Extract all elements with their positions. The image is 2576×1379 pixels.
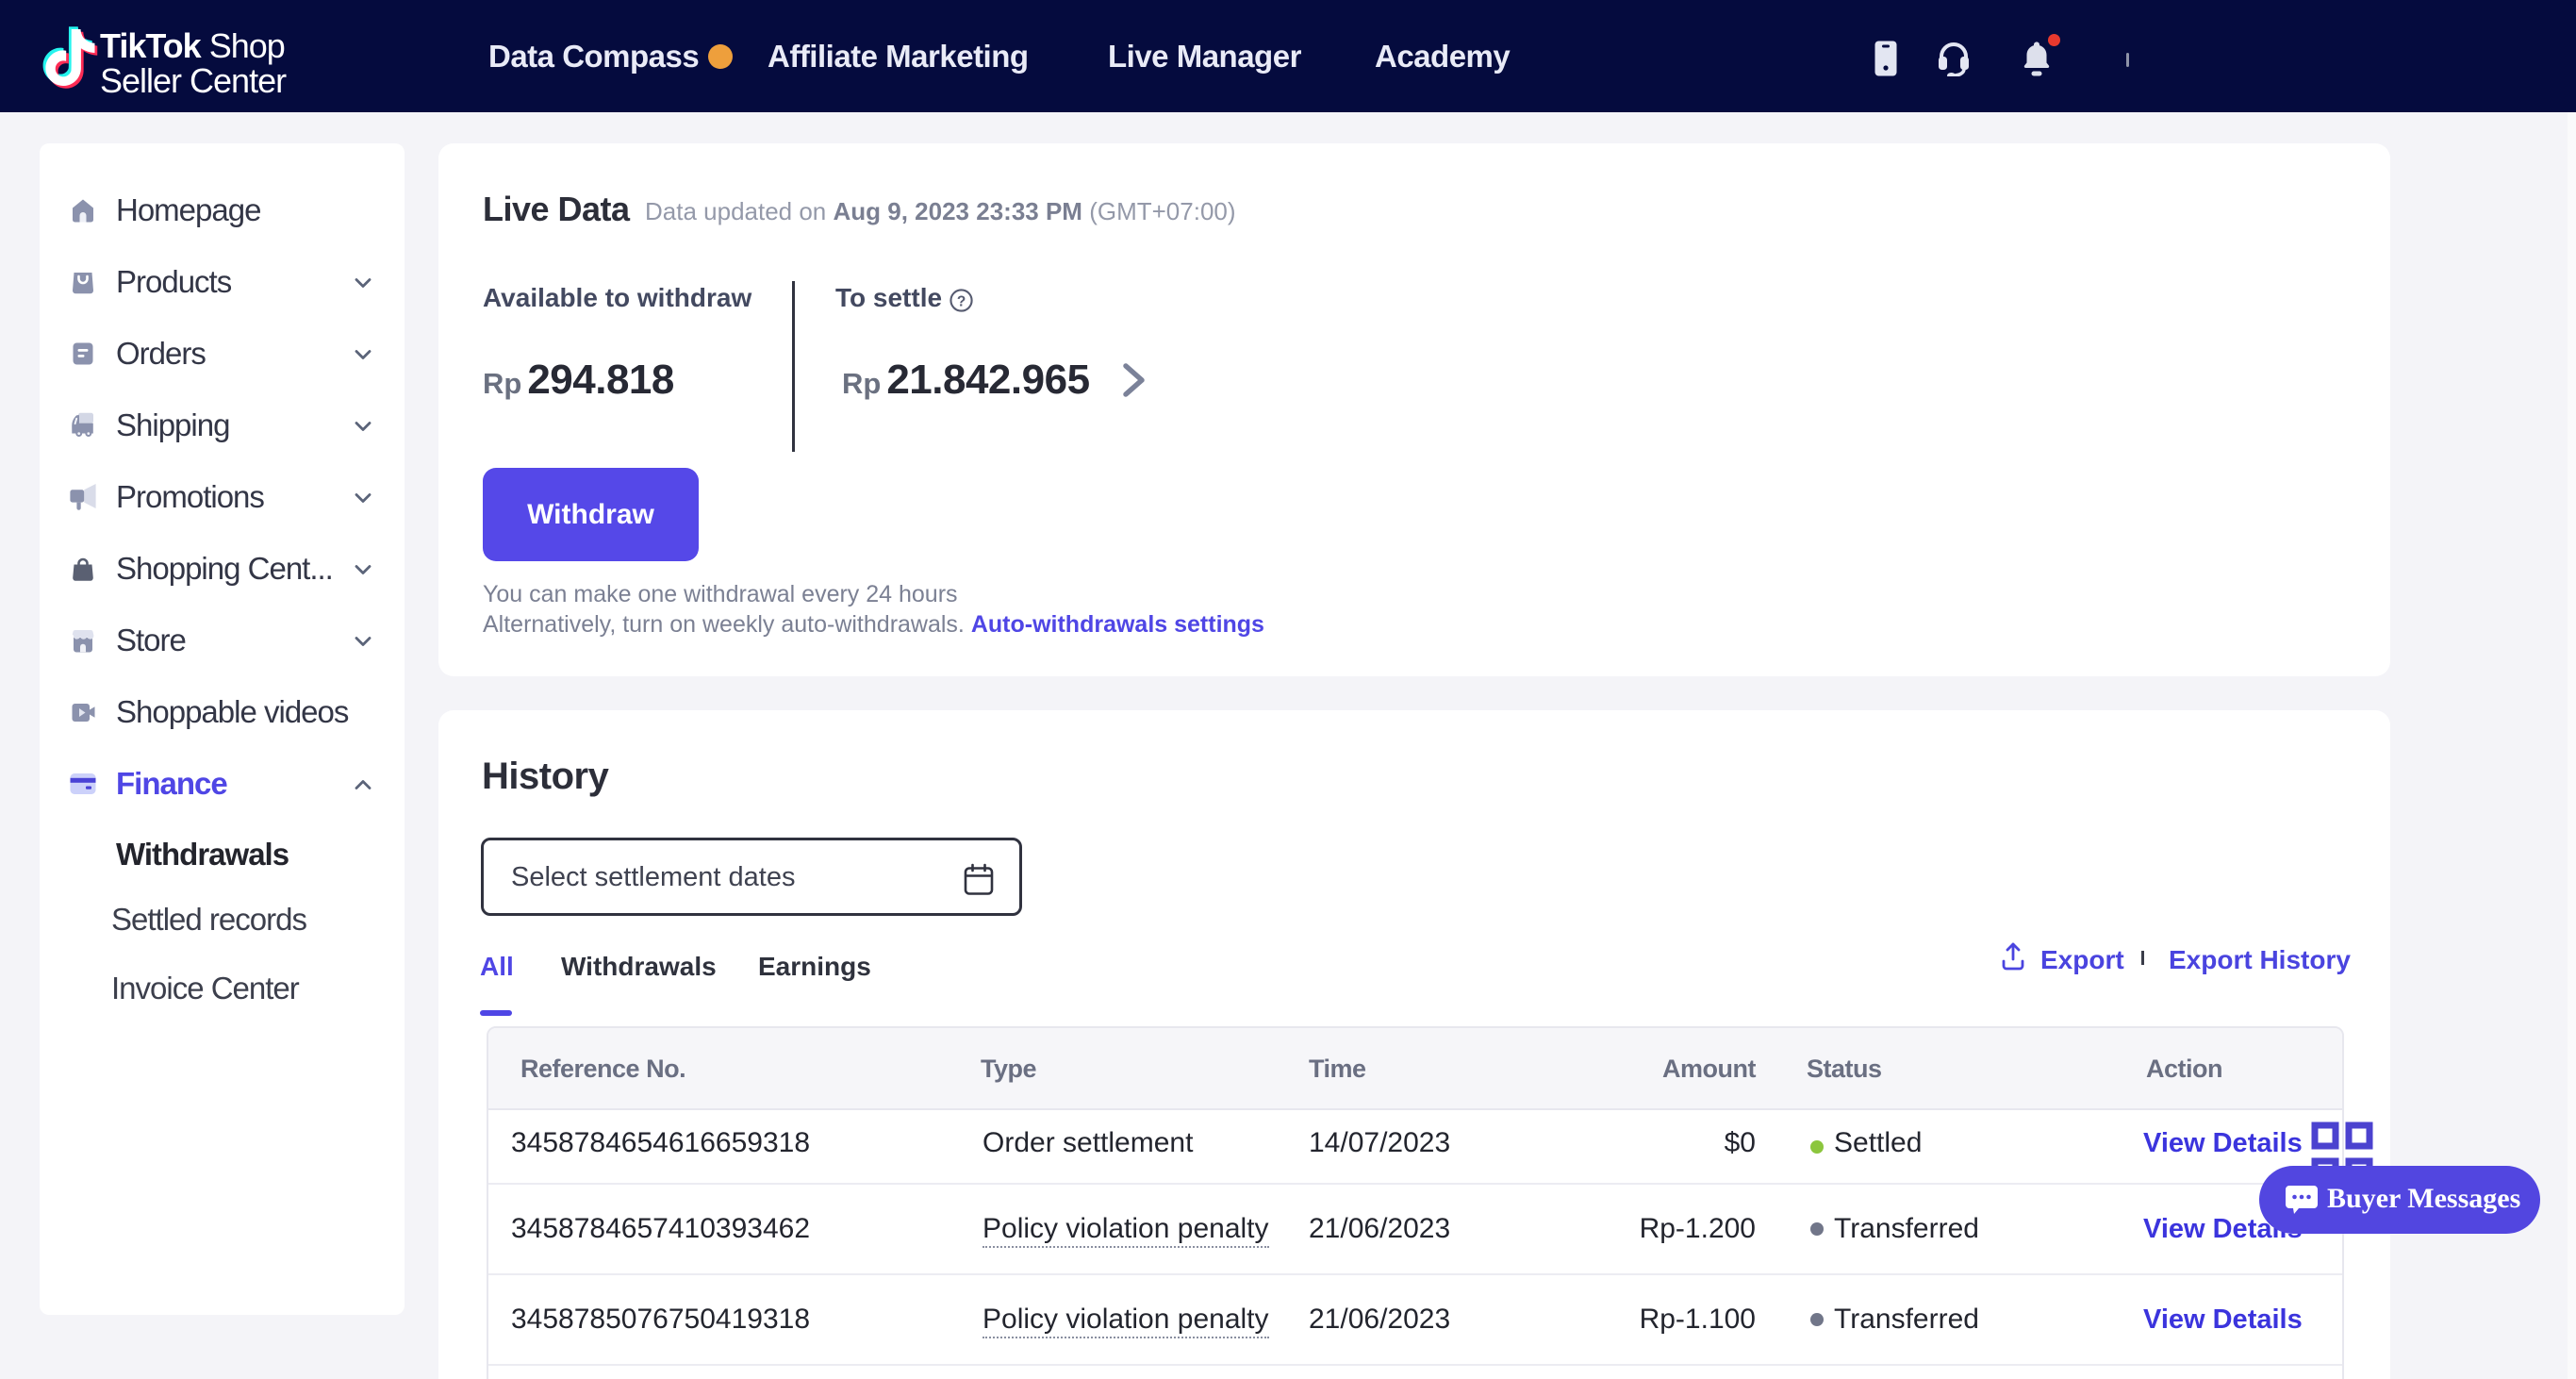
svg-text:?: ?: [957, 293, 966, 309]
